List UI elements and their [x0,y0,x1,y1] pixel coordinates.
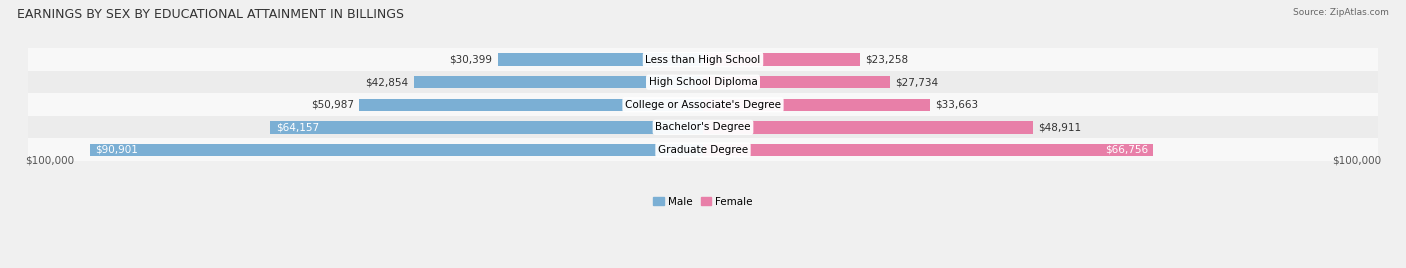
Text: Source: ZipAtlas.com: Source: ZipAtlas.com [1294,8,1389,17]
Bar [28,93,1378,116]
Text: $30,399: $30,399 [450,55,492,65]
Text: High School Diploma: High School Diploma [648,77,758,87]
Text: $27,734: $27,734 [896,77,939,87]
Text: $33,663: $33,663 [935,100,979,110]
Text: Graduate Degree: Graduate Degree [658,145,748,155]
Text: $66,756: $66,756 [1105,145,1147,155]
Bar [703,76,890,88]
Bar [703,53,860,66]
Text: EARNINGS BY SEX BY EDUCATIONAL ATTAINMENT IN BILLINGS: EARNINGS BY SEX BY EDUCATIONAL ATTAINMEN… [17,8,404,21]
Bar [28,139,1378,161]
Bar [703,144,1153,156]
Bar [703,99,929,111]
Bar [270,121,703,133]
Bar [28,48,1378,71]
Text: $100,000: $100,000 [25,156,75,166]
Bar [28,71,1378,94]
Bar [413,76,703,88]
Text: Bachelor's Degree: Bachelor's Degree [655,122,751,132]
Bar [498,53,703,66]
Bar [28,116,1378,139]
Bar [90,144,703,156]
Text: $42,854: $42,854 [366,77,409,87]
Text: $64,157: $64,157 [276,122,319,132]
Text: $50,987: $50,987 [311,100,354,110]
Text: Less than High School: Less than High School [645,55,761,65]
Text: $23,258: $23,258 [865,55,908,65]
Legend: Male, Female: Male, Female [650,193,756,211]
Text: $90,901: $90,901 [96,145,138,155]
Text: $100,000: $100,000 [1331,156,1381,166]
Text: College or Associate's Degree: College or Associate's Degree [626,100,780,110]
Bar [703,121,1033,133]
Bar [359,99,703,111]
Text: $48,911: $48,911 [1038,122,1081,132]
